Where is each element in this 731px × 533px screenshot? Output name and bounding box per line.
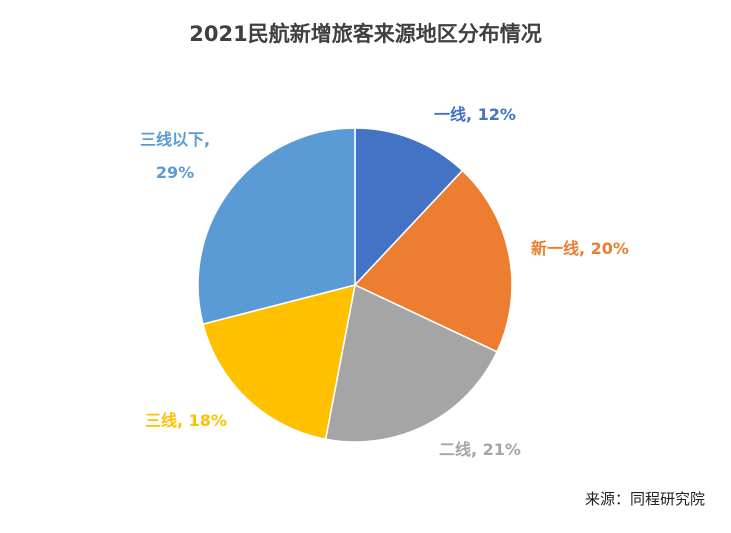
pie-labels: 一线, 12% 新一线, 20% 二线, 21% 三线, 18% 三线以下, 29% <box>140 105 629 459</box>
chart-title: 2021民航新增旅客来源地区分布情况 <box>189 22 542 46</box>
pie-slice-5 <box>197 127 356 325</box>
slice-label-5: 三线以下, 29% <box>140 130 210 182</box>
pie-slice-2 <box>353 169 513 353</box>
pie-slice-1 <box>354 127 464 287</box>
pie-slice-4 <box>202 283 356 441</box>
slice-label-4: 三线, 18% <box>145 411 227 430</box>
slice-label-2: 新一线, 20% <box>531 239 629 258</box>
pie-slices <box>197 127 513 443</box>
source-note: 来源：同程研究院 <box>584 490 705 508</box>
pie-slice-3 <box>324 283 499 443</box>
slice-label-3: 二线, 21% <box>439 440 521 459</box>
slice-label-1: 一线, 12% <box>434 105 516 124</box>
